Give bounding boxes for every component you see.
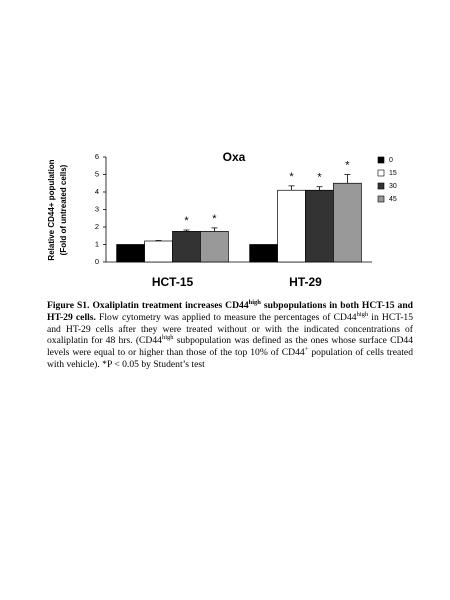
- caption-text: high: [356, 310, 369, 318]
- legend-swatch: [377, 156, 385, 164]
- caption-text: +: [304, 346, 309, 353]
- legend-label: 0: [389, 157, 393, 164]
- bar: [200, 231, 229, 263]
- error-bar: [288, 185, 295, 191]
- y-tick-label: 1: [95, 239, 99, 248]
- caption-text: Flow cytometry was applied to measure th…: [95, 311, 357, 323]
- caption-text: high: [161, 334, 174, 342]
- error-bar: [155, 240, 162, 241]
- significance-mark: *: [212, 213, 217, 225]
- legend-label: 30: [389, 183, 397, 190]
- chart-title: Oxa: [223, 150, 246, 164]
- legend-swatch: [377, 169, 385, 177]
- significance-mark: *: [289, 171, 294, 183]
- error-bar: [183, 229, 190, 232]
- y-tick-label: 5: [95, 169, 99, 178]
- figure-caption: Figure S1. Oxaliplatin treatment increas…: [47, 298, 413, 371]
- bar: [172, 231, 201, 263]
- y-axis-label: (Fold of untreated cells): [59, 164, 68, 255]
- y-axis-label: Relative CD44+ population: [47, 159, 56, 260]
- y-tick-label: 3: [95, 204, 99, 213]
- caption-text: high: [248, 298, 261, 306]
- legend-label: 15: [389, 170, 397, 177]
- caption-text: subpopulations in both HCT-15 and HT-29 …: [47, 300, 413, 323]
- x-tick-label: HT-29: [289, 275, 322, 289]
- significance-mark: *: [184, 215, 189, 227]
- bar: [277, 189, 306, 263]
- caption-text: Figure S1. Oxaliplatin treatment increas…: [47, 300, 249, 311]
- caption-text: population of cells treated with vehicle…: [47, 347, 413, 370]
- bar: [249, 244, 278, 263]
- bar: [144, 240, 173, 263]
- y-tick-label: 2: [95, 222, 99, 231]
- error-bar: [344, 174, 351, 184]
- caption-text: subpopulation was defined as the ones wh…: [47, 335, 413, 359]
- significance-mark: *: [345, 159, 350, 171]
- bar: [116, 244, 145, 263]
- y-tick-label: 0: [95, 257, 99, 266]
- chart: Oxa Relative CD44+ population (Fold of u…: [47, 150, 397, 289]
- y-tick-label: 6: [95, 152, 99, 161]
- legend-label: 45: [389, 196, 397, 203]
- bar: [333, 182, 362, 263]
- caption-text: in HCT-15 and HT-29 cells after they wer…: [47, 311, 413, 347]
- legend-swatch: [377, 195, 385, 203]
- error-bar: [211, 227, 218, 232]
- significance-mark: *: [317, 172, 322, 184]
- y-tick-label: 4: [95, 187, 99, 196]
- bar: [305, 189, 334, 263]
- legend-swatch: [377, 182, 385, 190]
- x-tick-label: HCT-15: [152, 275, 194, 289]
- error-bar: [316, 186, 323, 191]
